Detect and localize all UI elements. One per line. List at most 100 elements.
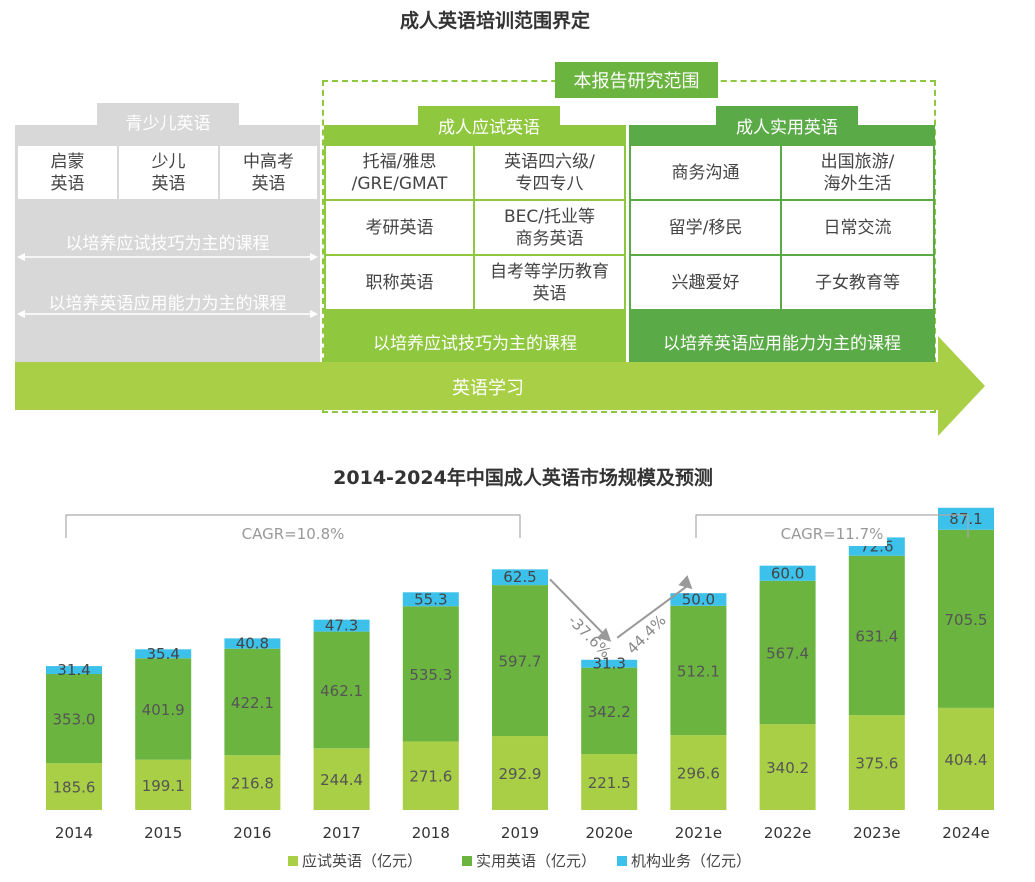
data-label: 535.3	[409, 666, 452, 684]
data-label: 705.5	[945, 611, 988, 629]
learning-arrow	[15, 336, 985, 436]
data-label: 244.4	[320, 771, 363, 789]
rise-arrow-line	[616, 584, 689, 639]
bar-segment	[224, 648, 281, 756]
bar-segment	[135, 759, 192, 810]
data-label: 296.6	[677, 765, 720, 783]
data-label: 199.1	[142, 777, 185, 795]
x-tick-label: 2023e	[853, 824, 900, 842]
youth-line1-label: 以培养应试技巧为主的课程	[65, 234, 270, 254]
practical-header: 成人实用英语	[716, 106, 858, 144]
bar-segment	[46, 674, 102, 764]
bar-segment	[313, 619, 370, 632]
bar-segment	[492, 569, 548, 586]
data-label: 353.0	[53, 711, 96, 729]
bar-segment	[938, 707, 994, 810]
data-label: 567.4	[766, 644, 809, 662]
practical-item: 子女教育等	[782, 256, 933, 309]
data-label: 512.1	[677, 662, 720, 680]
practical-item: 商务沟通	[631, 146, 780, 199]
cagr-bracket	[65, 514, 521, 538]
data-label: 462.1	[320, 682, 363, 700]
legend-label: 机构业务（亿元）	[631, 852, 751, 870]
youth-line2-label: 以培养英语应用能力为主的课程	[48, 294, 287, 314]
bar-segment	[402, 606, 459, 742]
practical-item: 日常交流	[782, 201, 933, 254]
data-label: 40.8	[236, 635, 269, 653]
data-label: 47.3	[325, 617, 358, 635]
x-tick-label: 2022e	[764, 824, 811, 842]
exam-footer: 以培养应试技巧为主的课程	[373, 334, 577, 354]
data-label: 340.2	[766, 759, 809, 777]
youth-item: 启蒙 英语	[18, 146, 117, 199]
bar-segment	[581, 667, 638, 755]
x-tick-label: 2024e	[942, 824, 989, 842]
data-label: 597.7	[499, 653, 542, 671]
bar-segment	[670, 593, 727, 606]
youth-header: 青少儿英语	[97, 103, 239, 139]
bar-segment	[46, 763, 102, 810]
bar-segment	[402, 592, 459, 607]
bar-segment	[492, 585, 548, 737]
data-label: 292.9	[499, 765, 542, 783]
practical-item: 兴趣爱好	[631, 256, 780, 309]
x-tick-label: 2016	[233, 824, 271, 842]
cagr-label-bg	[238, 522, 348, 546]
exam-item: BEC/托业等 商务英语	[475, 201, 624, 254]
data-label: 35.4	[146, 645, 179, 663]
x-tick-label: 2018	[412, 824, 450, 842]
data-label: 375.6	[855, 755, 898, 773]
data-label: 271.6	[409, 768, 452, 786]
legend-label: 应试英语（亿元）	[302, 852, 422, 870]
exam-header: 成人应试英语	[418, 106, 560, 144]
legend-swatch	[462, 856, 472, 866]
bar-segment	[313, 631, 370, 749]
bar-segment	[581, 659, 638, 668]
cagr-label: CAGR=10.8%	[242, 525, 345, 543]
bar-segment	[224, 755, 281, 810]
cagr-bracket	[695, 514, 969, 538]
x-tick-label: 2020e	[585, 824, 632, 842]
rise-label: 44.4%	[623, 611, 669, 657]
data-label: 401.9	[142, 701, 185, 719]
chart-title: 2014-2024年中国成人英语市场规模及预测	[333, 467, 713, 489]
bar-segment	[848, 555, 905, 716]
data-label: 60.0	[771, 564, 804, 582]
practical-footer: 以培养英语应用能力为主的课程	[663, 334, 901, 354]
market-size-chart: 185.6 353.0 31.4 2014 199.1 401.9 35.4 2015 216.…	[46, 507, 994, 870]
data-label: 62.5	[503, 568, 536, 586]
data-label: 185.6	[53, 779, 96, 797]
data-label: 55.3	[414, 590, 447, 608]
data-label: 221.5	[588, 774, 631, 792]
data-label: 631.4	[855, 627, 898, 645]
youth-item: 中高考 英语	[220, 146, 317, 199]
x-tick-label: 2019	[501, 824, 539, 842]
practical-item: 留学/移民	[631, 201, 780, 254]
practical-item: 出国旅游/ 海外生活	[782, 146, 933, 199]
data-label: 216.8	[231, 775, 274, 793]
report-scope-label: 本报告研究范围	[555, 62, 718, 98]
bar-segment	[492, 736, 548, 810]
bar-segment	[224, 638, 281, 649]
arrow-label: 英语学习	[452, 378, 524, 399]
bar-segment	[313, 748, 370, 810]
x-tick-label: 2014	[55, 824, 93, 842]
bar-segment	[938, 529, 994, 708]
bar-segment	[402, 741, 459, 810]
x-tick-label: 2015	[144, 824, 182, 842]
cagr-label: CAGR=11.7%	[781, 525, 884, 543]
exam-item: 自考等学历教育 英语	[475, 256, 624, 309]
youth-item: 少儿 英语	[119, 146, 218, 199]
data-label: 87.1	[949, 510, 982, 528]
bar-segment	[46, 666, 102, 675]
bar-segment	[759, 580, 816, 725]
x-tick-label: 2021e	[675, 824, 722, 842]
x-tick-label: 2017	[323, 824, 361, 842]
bar-segment	[135, 658, 192, 760]
scope-title: 成人英语培训范围界定	[399, 10, 590, 32]
bar-segment	[135, 649, 192, 659]
drop-arrow-line	[549, 578, 608, 639]
bar-segment	[938, 507, 994, 530]
bar-segment	[670, 605, 727, 736]
data-label: 342.2	[588, 703, 631, 721]
